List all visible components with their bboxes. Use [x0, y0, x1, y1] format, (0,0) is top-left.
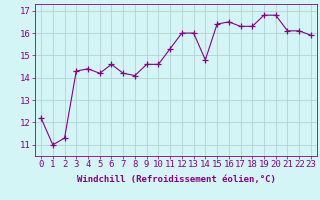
- X-axis label: Windchill (Refroidissement éolien,°C): Windchill (Refroidissement éolien,°C): [76, 175, 276, 184]
